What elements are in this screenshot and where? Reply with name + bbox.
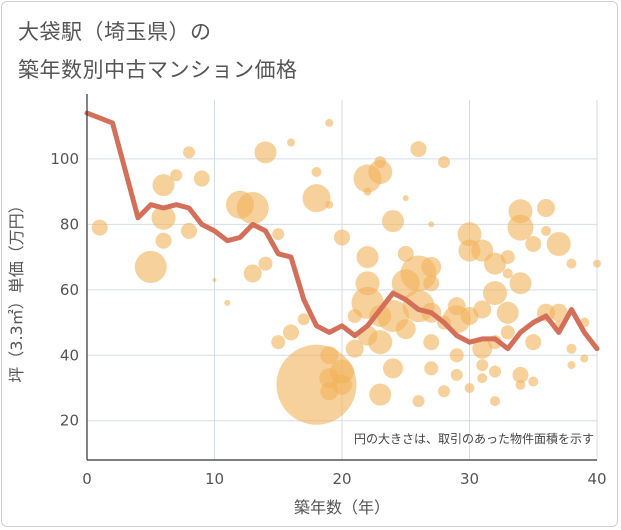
- bubble-point: [383, 358, 403, 379]
- bubble-point: [489, 365, 501, 378]
- bubble-point: [302, 184, 331, 213]
- bubble-point: [464, 383, 475, 393]
- bubble-point: [512, 366, 529, 383]
- x-tick-label: 30: [460, 470, 479, 488]
- bubble-point: [325, 200, 334, 209]
- bubble-point: [193, 170, 210, 187]
- bubble-point: [566, 343, 577, 354]
- y-tick-label: 40: [60, 346, 79, 364]
- bubble-point: [567, 361, 576, 370]
- bubble-point: [345, 339, 364, 358]
- bubble-point: [287, 138, 295, 147]
- bubble-point: [271, 335, 286, 350]
- bubble-point: [368, 330, 393, 355]
- bubble-point: [170, 169, 183, 182]
- x-axis-label: 築年数（年）: [294, 498, 390, 517]
- bubble-point: [438, 385, 450, 398]
- x-tick-label: 10: [205, 470, 224, 488]
- bubble-point: [258, 256, 273, 271]
- bubble-point: [402, 195, 409, 202]
- bubble-size-note: 円の大きさは、取引のあった物件面積を示す: [354, 431, 594, 446]
- bubble-point: [500, 250, 515, 265]
- bubble-point: [320, 346, 339, 365]
- y-axis-label: 坪（3.3㎡）単価（万円）: [7, 197, 26, 382]
- x-tick-label: 20: [332, 470, 351, 488]
- bubble-point: [502, 268, 513, 279]
- axes: 0 10 20 30 40 20 40 60 80 100: [50, 94, 607, 488]
- bubble-point: [421, 256, 442, 277]
- bubble-point: [374, 156, 387, 169]
- y-tick-label: 100: [50, 150, 79, 168]
- y-tick-label: 60: [60, 281, 79, 299]
- chart-title-line1: 大袋駅（埼玉県）の: [18, 20, 212, 44]
- bubble-point: [549, 303, 568, 322]
- bubble-point: [546, 232, 571, 256]
- bubble-point: [151, 205, 176, 230]
- bubble-point: [155, 232, 172, 249]
- bubble-point: [363, 187, 372, 196]
- bubble-point: [283, 324, 299, 341]
- bubble-point: [91, 219, 108, 236]
- y-tick-label: 80: [60, 215, 79, 233]
- bubble-point: [541, 225, 551, 236]
- bubble-point: [412, 395, 425, 408]
- bubble-point: [450, 368, 463, 381]
- bubble-point: [472, 338, 493, 359]
- bubble-point: [224, 299, 231, 306]
- bubble-point: [332, 374, 352, 395]
- bubble-point: [134, 250, 167, 283]
- x-tick-label: 0: [82, 470, 92, 488]
- bubble-point: [395, 319, 416, 340]
- bubble-point: [382, 210, 404, 233]
- bubble-point: [438, 156, 450, 169]
- bubble-point: [152, 174, 175, 197]
- bubble-point: [212, 278, 217, 282]
- bubble-point: [593, 259, 601, 268]
- bubble-point: [181, 222, 197, 239]
- bubble-point: [525, 334, 542, 351]
- bubble-point: [325, 118, 334, 127]
- bubble-point: [473, 300, 492, 319]
- bubble-point: [356, 246, 379, 269]
- bubble-point: [566, 258, 577, 269]
- bubble-point: [525, 236, 542, 252]
- bubble-point: [410, 141, 427, 158]
- bubble-point: [243, 264, 262, 283]
- x-tick-label: 40: [587, 470, 606, 488]
- average-price-line: [84, 110, 600, 352]
- bubble-point: [537, 199, 555, 217]
- bubble-point: [507, 214, 534, 241]
- bubble-point: [528, 376, 539, 387]
- bubble-point: [368, 160, 393, 184]
- bubble-point: [297, 313, 310, 326]
- bubble-point: [484, 252, 506, 275]
- bubble-point: [428, 221, 435, 228]
- bubble-point: [334, 229, 350, 246]
- bubble-point: [423, 334, 440, 351]
- bubble-point: [423, 275, 440, 292]
- bubble-point: [483, 281, 507, 306]
- bubble-point: [449, 348, 464, 363]
- bubble-point: [496, 301, 519, 324]
- bubble-point: [457, 222, 482, 247]
- bubble-point: [490, 396, 500, 407]
- bubble-point: [424, 361, 439, 376]
- y-tick-label: 20: [60, 412, 79, 430]
- bubble-point: [580, 354, 589, 363]
- bubble-point: [254, 141, 277, 164]
- bubble-layer: [91, 118, 601, 425]
- bubble-point: [311, 167, 322, 177]
- bubble-point: [477, 373, 488, 384]
- bubble-point: [515, 379, 526, 390]
- bubble-point: [272, 228, 285, 241]
- bubble-point: [476, 359, 489, 372]
- bubble-point: [369, 383, 392, 406]
- bubble-point: [236, 192, 269, 224]
- bubble-point: [500, 325, 515, 340]
- bubble-point: [183, 146, 195, 159]
- bubble-point: [509, 272, 532, 295]
- chart-title-line2: 築年数別中古マンション価格: [18, 58, 298, 82]
